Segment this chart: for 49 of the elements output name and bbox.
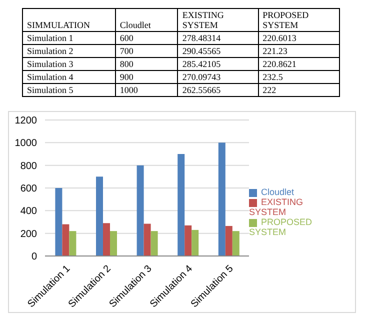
data-label: 222: [258, 84, 340, 96]
bar: [62, 224, 70, 256]
bar: [225, 226, 232, 256]
bar: [96, 176, 103, 256]
legend-label: Cloudlet: [261, 187, 294, 197]
data-label: 270.09743: [178, 70, 258, 84]
bar: [103, 223, 110, 256]
bar: [218, 142, 226, 256]
data-label: 800: [115, 58, 178, 70]
text: Cloudlet: [115, 8, 178, 32]
legend-label: PROPOSED SYSTEM: [249, 217, 312, 237]
data-label: 600: [115, 32, 178, 44]
data-label: 220.6013: [258, 32, 340, 44]
data-label: 290.45565: [178, 44, 258, 58]
y-tick-label: 800: [20, 160, 38, 172]
data-label: 232.5: [258, 70, 340, 84]
data-label: 221.23: [258, 44, 340, 58]
y-tick-label: 0: [31, 252, 38, 263]
category-label: Simulation 3: [22, 58, 116, 70]
data-label: 262.55665: [178, 84, 258, 96]
bar: [144, 224, 151, 256]
category-label: Simulation 2: [22, 44, 116, 58]
data-label: 220.8621: [258, 58, 340, 70]
data-label: 700: [115, 44, 178, 58]
data-label: 285.42105: [178, 58, 258, 70]
bar: [110, 231, 117, 256]
legend-label: EXISTING SYSTEM: [249, 197, 304, 217]
bar: [232, 231, 240, 256]
y-tick-label: 200: [20, 228, 38, 240]
bar: [150, 231, 158, 256]
y-tick-label: 1000: [14, 138, 38, 150]
bar: [178, 154, 185, 256]
category-label: Simulation 4: [22, 70, 116, 84]
bar: [136, 165, 144, 256]
y-tick-label: 400: [20, 206, 38, 218]
text: PROPOSED SYSTEM: [258, 8, 340, 32]
y-tick-label: 1200: [14, 116, 38, 127]
bar: [192, 230, 199, 256]
y-tick-label: 600: [20, 184, 38, 195]
bar: [184, 225, 192, 256]
text: EXISTING SYSTEM: [178, 8, 258, 32]
data-label: 278.48314: [178, 32, 258, 44]
category-label: Simulation 5: [22, 84, 116, 96]
category-label: Simulation 1: [22, 32, 116, 44]
text: SIMMULATION: [22, 8, 116, 32]
bar: [55, 188, 62, 256]
data-label: 1000: [115, 84, 178, 96]
bar: [69, 231, 76, 256]
data-label: 900: [115, 70, 178, 84]
